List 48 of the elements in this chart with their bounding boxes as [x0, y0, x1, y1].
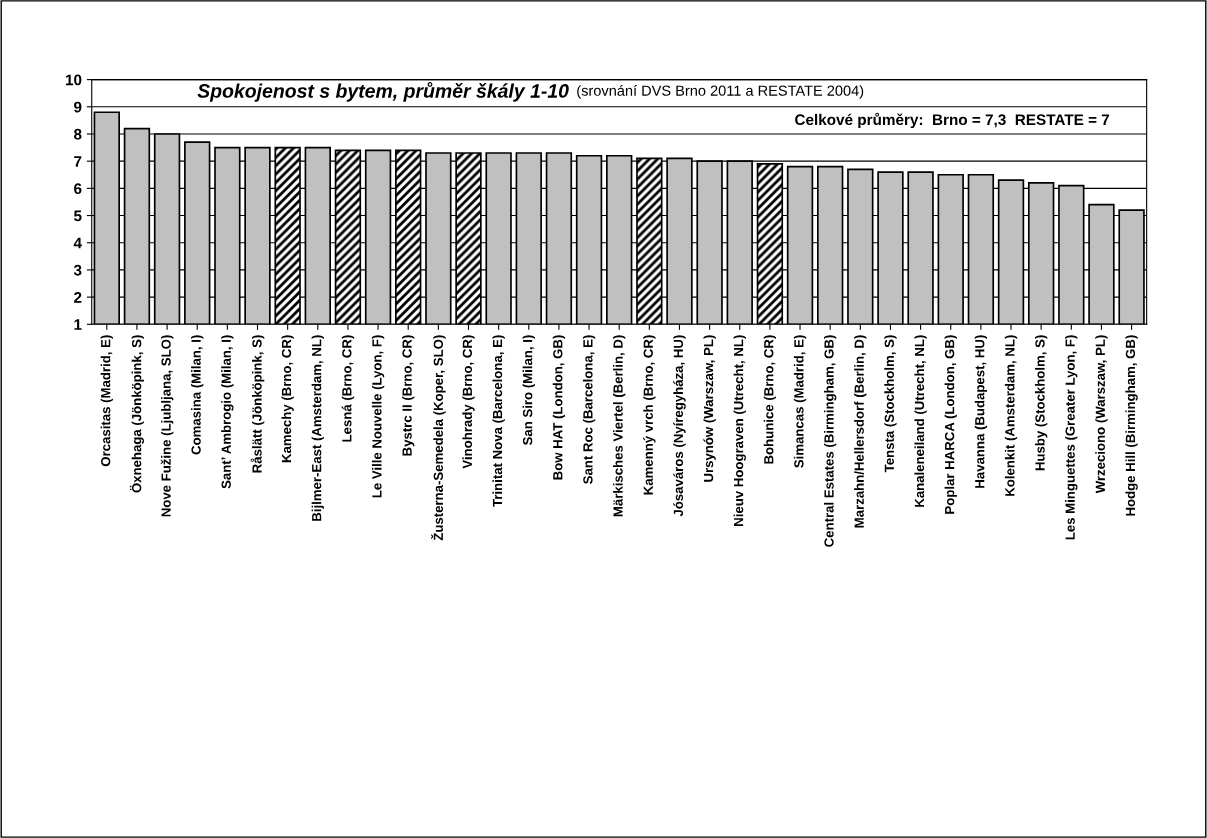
- y-tick-label: 1: [74, 319, 82, 330]
- x-tick-label: San Siro (Milan, I): [522, 335, 535, 446]
- x-tick-label: Orcasitas (Madrid, E): [100, 335, 113, 467]
- x-tick-label: Central Estates (Birmingham, GB): [824, 335, 837, 547]
- x-tick-label: Nieuv Hoograven (Utrecht, NL): [733, 335, 746, 526]
- x-tick-label: Tensta (Stockholm, S): [884, 335, 897, 473]
- y-tick-label: 9: [74, 101, 82, 113]
- x-tick-label: Sant’ Ambrogio (Milan, I): [221, 335, 234, 489]
- y-tick-label: 4: [73, 237, 82, 249]
- x-tick-label: Trinitat Nova (Barcelona, E): [492, 335, 505, 507]
- x-tick-label: Les Minguettes (Greater Lyon, F): [1065, 335, 1078, 540]
- chart-subtitle: (srovnání DVS Brno 2011 a RESTATE 2004): [577, 84, 864, 99]
- y-tick-label: 8: [74, 128, 82, 140]
- y-tick-label: 6: [74, 183, 82, 195]
- x-tick-label: Husby (Stockholm, S): [1035, 335, 1048, 471]
- x-tick-label: Marzahn/Hellersdorf (Berlin, D): [854, 335, 867, 528]
- x-tick-label: Hodge Hill (Birmingham, GB): [1125, 335, 1138, 516]
- x-tick-label: Žusterna-Semedela (Koper, SLO): [431, 335, 446, 541]
- x-tick-label: Havanna (Budapest, HU): [974, 335, 988, 488]
- x-tick-label: Poplar HARCA (London, GB): [944, 335, 957, 514]
- x-tick-label: Le Ville Nouvelle (Lyon, F): [371, 335, 385, 498]
- x-tick-label: Bohunice (Brno, CR): [763, 335, 777, 464]
- y-tick-label: 3: [73, 264, 82, 276]
- x-tick-label: Bystrc II (Brno, CR): [402, 335, 415, 456]
- x-tick-label: Bow HAT (London, GB): [552, 335, 566, 480]
- x-tick-label: Sant Roc (Barcelona, E): [582, 335, 596, 484]
- x-tick-label: Bijlmer-East (Amsterdam, NL): [311, 335, 324, 521]
- chart-title: Spokojenost s bytem, průměr škály 1-10: [197, 82, 569, 102]
- annotation: Celkové průměry: Brno = 7,3 RESTATE = 7: [795, 112, 1110, 129]
- x-tick-label: Kamenný vrch (Brno, CR): [643, 335, 656, 495]
- x-tick-label: Jósaváros (Nyíregyháza, HU): [673, 335, 686, 517]
- x-tick-label: Simancas (Madrid, E): [793, 335, 807, 468]
- x-tick-label: Öxnehaga (Jönköpink, S): [129, 335, 144, 493]
- y-tick-label: 7: [74, 156, 82, 167]
- x-tick-label: Ursynów (Warszaw, PL): [703, 335, 716, 482]
- x-tick-label: Kolenkit (Amsterdam, NL): [1004, 335, 1018, 496]
- x-tick-label: Märkisches Viertel (Berlin, D): [613, 335, 626, 517]
- x-tick-label: Kanaleneiland (Utrecht, NL): [914, 335, 927, 507]
- x-tick-label: Wrzeciono (Warszaw, PL): [1095, 335, 1108, 494]
- x-tick-label: Lesná (Brno, CR): [341, 335, 355, 442]
- y-tick-label: 2: [74, 291, 82, 303]
- y-tick-label: 10: [65, 74, 82, 86]
- x-tick-label: Nove Fužine (Ljubljana, SLO): [160, 335, 174, 517]
- x-tick-label: Kamechy (Brno, CR): [281, 335, 294, 463]
- x-tick-label: Råslätt (Jönköpink, S): [250, 335, 265, 473]
- x-tick-label: Vinohrady (Brno, CR): [462, 335, 475, 469]
- y-tick-label: 5: [73, 210, 82, 222]
- x-tick-label: Comasina (Milan, I): [191, 335, 204, 455]
